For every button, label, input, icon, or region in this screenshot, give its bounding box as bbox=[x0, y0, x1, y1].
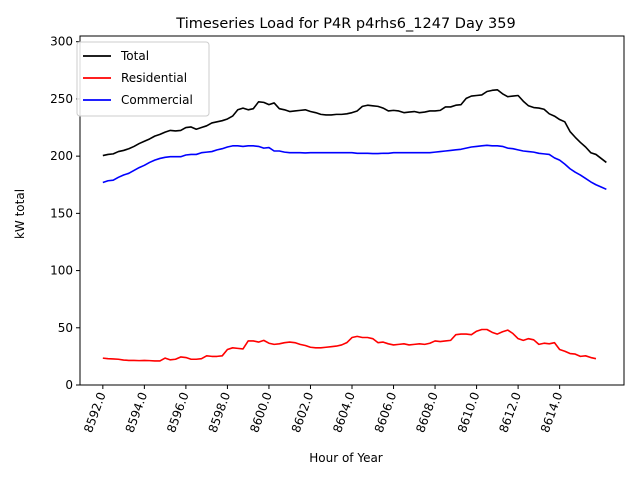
series-line-residential bbox=[102, 328, 597, 362]
y-tick-label: 50 bbox=[58, 321, 73, 335]
y-tick-label: 150 bbox=[50, 206, 73, 220]
legend-box bbox=[76, 41, 210, 117]
y-axis-label: kW total bbox=[13, 189, 27, 239]
y-tick-label: 300 bbox=[50, 35, 73, 49]
x-axis-label: Hour of Year bbox=[309, 451, 383, 465]
y-tick-label: 100 bbox=[50, 264, 73, 278]
legend-label-total: Total bbox=[120, 49, 149, 63]
y-tick-label: 0 bbox=[65, 378, 73, 392]
legend-label-commercial: Commercial bbox=[121, 93, 193, 107]
chart-title: Timeseries Load for P4R p4rhs6_1247 Day … bbox=[175, 16, 515, 32]
y-tick-label: 200 bbox=[50, 149, 73, 163]
legend-label-residential: Residential bbox=[121, 71, 187, 85]
series-line-commercial bbox=[102, 144, 607, 191]
series-line-total bbox=[102, 88, 607, 164]
legend: Total Residential Commercial bbox=[76, 41, 210, 117]
y-tick-label: 250 bbox=[50, 92, 73, 106]
series-layer bbox=[102, 88, 607, 362]
